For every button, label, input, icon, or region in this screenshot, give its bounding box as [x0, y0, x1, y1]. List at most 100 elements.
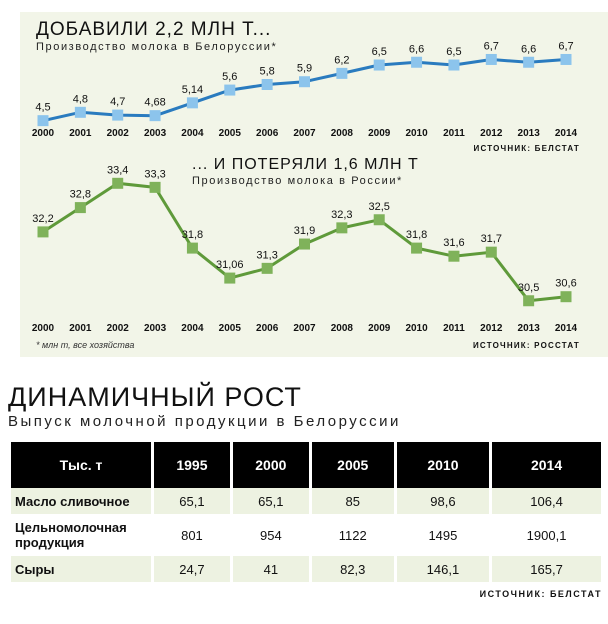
table-row: Сыры 24,7 41 82,3 146,1 165,7 — [11, 556, 601, 582]
chart2-point — [112, 177, 124, 189]
chart2-value-label: 31,8 — [182, 229, 203, 241]
chart1-source: ИСТОЧНИК: БЕЛСТАТ — [474, 144, 580, 153]
chart2-x-tick: 2013 — [518, 323, 541, 334]
chart1-point — [560, 53, 572, 65]
table-cell: 98,6 — [396, 488, 490, 514]
chart2-x-tick: 2009 — [368, 323, 391, 334]
chart1-x-tick: 2008 — [331, 128, 354, 139]
production-table: Тыс. т 1995 2000 2005 2010 2014 Масло сл… — [8, 442, 604, 582]
chart1-x-tick: 2006 — [256, 128, 279, 139]
chart1-value-label: 4,8 — [73, 93, 88, 105]
chart2-x-tick: 2005 — [219, 323, 242, 334]
header-cell-2014: 2014 — [492, 442, 601, 488]
header-cell-2010: 2010 — [396, 442, 490, 488]
chart1-point — [411, 56, 423, 68]
chart2-value-label: 31,7 — [481, 233, 502, 245]
chart2-x-tick: 2012 — [480, 323, 503, 334]
chart2-title: ... И ПОТЕРЯЛИ 1,6 МЛН Т — [192, 156, 419, 173]
footnote: * млн т, все хозяйства — [36, 340, 134, 350]
row-label: Цельномолочная продукция — [15, 520, 127, 550]
chart2-point — [373, 214, 385, 226]
header-cell-2000: 2000 — [232, 442, 309, 488]
chart1-point — [112, 109, 124, 121]
chart2-x-tick: 2008 — [331, 323, 354, 334]
table-cell: 82,3 — [311, 556, 394, 582]
chart2-point — [336, 222, 348, 234]
chart1-value-label: 5,9 — [297, 63, 312, 75]
chart1-x-tick: 2003 — [144, 128, 167, 139]
chart2-value-label: 32,3 — [331, 209, 352, 221]
table-cell: 41 — [232, 556, 309, 582]
chart1-value-label: 5,8 — [259, 66, 274, 78]
table-cell: 65,1 — [232, 488, 309, 514]
chart1-value-label: 5,6 — [222, 71, 237, 83]
chart1-value-label: 6,5 — [446, 46, 461, 58]
chart1-point — [523, 56, 535, 68]
chart1-x-tick: 2005 — [219, 128, 242, 139]
table-cell: 165,7 — [492, 556, 601, 582]
chart1-point — [37, 115, 49, 127]
chart2-x-tick: 2010 — [405, 323, 428, 334]
chart2-value-label: 31,9 — [294, 225, 315, 237]
chart2-value-label: 30,5 — [518, 282, 539, 294]
chart1-value-label: 4,5 — [35, 102, 50, 114]
chart1-x-tick: 2009 — [368, 128, 391, 139]
chart1-point — [186, 97, 198, 109]
chart2-point — [261, 262, 273, 274]
chart2-value-labels: 32,2 32,8 33,4 33,3 31,8 31,06 31,3 31,9 32,3 32,… — [32, 164, 576, 293]
table-row: Цельномолочная продукция 801 954 1122 14… — [11, 514, 601, 556]
chart2-value-label: 31,8 — [406, 229, 427, 241]
table-title: ДИНАМИЧНЫЙ РОСТ — [8, 382, 302, 412]
chart2-x-tick: 2001 — [69, 323, 92, 334]
chart1-value-label: 6,2 — [334, 54, 349, 66]
table-cell: 1495 — [428, 527, 458, 543]
chart2-point — [560, 291, 572, 303]
chart1-x-tick: 2001 — [69, 128, 92, 139]
table-cell: 24,7 — [154, 556, 230, 582]
table-cell: 85 — [311, 488, 394, 514]
chart1-x-tick: 2007 — [293, 128, 316, 139]
chart2-x-tick: 2007 — [293, 323, 316, 334]
chart1-value-label: 6,7 — [484, 40, 499, 52]
row-label: Масло сливочное — [11, 488, 151, 514]
chart2-value-label: 30,6 — [555, 278, 576, 290]
chart2-markers — [37, 177, 572, 307]
chart2-value-label: 33,4 — [107, 164, 128, 176]
chart2-source: ИСТОЧНИК: РОССТАТ — [473, 341, 580, 350]
table-cell: 801 — [181, 527, 203, 543]
chart1-x-tick: 2014 — [555, 128, 578, 139]
table-subtitle: Выпуск молочной продукции в Белоруссии — [8, 413, 401, 430]
chart1-x-tick: 2012 — [480, 128, 503, 139]
chart2-point — [224, 272, 236, 284]
chart1-point — [261, 79, 273, 90]
chart1-point — [373, 59, 385, 71]
chart2-x-tick: 2004 — [181, 323, 204, 334]
chart1-value-label: 4,7 — [110, 96, 125, 108]
chart2-value-label: 31,06 — [216, 259, 244, 271]
table-cell: 146,1 — [396, 556, 490, 582]
chart2-x-tick: 2003 — [144, 323, 167, 334]
header-cell-1995: 1995 — [154, 442, 230, 488]
chart2-x-tick: 2006 — [256, 323, 279, 334]
chart2-point — [186, 242, 198, 254]
chart2-value-label: 31,6 — [443, 237, 464, 249]
chart1-title: ДОБАВИЛИ 2,2 МЛН Т... — [36, 19, 271, 40]
chart2-point — [149, 181, 161, 193]
chart2-value-label: 32,2 — [32, 213, 53, 225]
chart1-value-labels: 4,5 4,8 4,7 4,68 5,14 5,6 5,8 5,9 6,2 6,5 6,6 6,5 6,… — [35, 40, 573, 113]
table-cell: 65,1 — [154, 488, 230, 514]
chart2-point — [74, 202, 86, 214]
chart2-value-label: 31,3 — [256, 249, 277, 261]
chart1-x-tick: 2010 — [405, 128, 428, 139]
chart2-point — [448, 250, 460, 262]
chart1-x-tick: 2011 — [443, 128, 465, 139]
chart1-x-tick: 2013 — [518, 128, 541, 139]
chart1-x-tick: 2002 — [107, 128, 130, 139]
chart1-point — [448, 59, 460, 71]
chart2-subtitle: Производство молока в России* — [192, 175, 403, 187]
chart2-point — [37, 226, 49, 238]
chart1-point — [336, 67, 348, 79]
chart2-point — [485, 246, 497, 258]
chart1-x-ticks: 2000 2001 2002 2003 2004 2005 2006 2007 2008 2009… — [32, 128, 578, 139]
chart2-point — [299, 238, 310, 250]
